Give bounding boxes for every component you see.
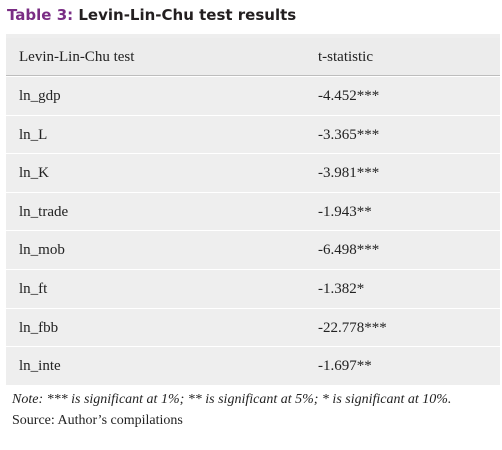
statistic-cell: -3.365*** (318, 126, 380, 143)
table-row: ln_gdp -4.452*** (6, 76, 500, 114)
statistic-cell: -4.452*** (318, 88, 380, 104)
variable-cell: ln_L (19, 126, 48, 143)
variable-cell: ln_ft (19, 281, 48, 297)
table-row: ln_L -3.365*** (6, 114, 500, 153)
table-caption: Table 3: Levin-Lin-Chu test results (7, 6, 296, 24)
table-note: Note: *** is significant at 1%; ** is si… (12, 392, 452, 407)
statistic-cell: -6.498*** (318, 242, 380, 259)
statistic-cell: -3.981*** (318, 165, 380, 182)
column-header: t-statistic (318, 49, 373, 65)
variable-cell: ln_inte (19, 358, 61, 375)
variable-cell: ln_mob (19, 242, 65, 259)
statistic-cell: -1.943** (318, 203, 372, 220)
variable-cell: ln_fbb (19, 319, 59, 336)
caption-title: Levin-Lin-Chu test results (78, 6, 297, 24)
statistic-cell: -1.697** (318, 358, 372, 375)
caption-label: Table 3: (7, 6, 74, 24)
table-row: ln_fbb -22.778*** (6, 307, 500, 346)
table-source: Source: Author’s compilations (12, 413, 183, 428)
variable-cell: ln_K (19, 165, 49, 182)
header-row: Levin-Lin-Chu test t-statistic (6, 38, 500, 76)
table-row: ln_inte -1.697** (6, 346, 500, 384)
table-row: ln_K -3.981*** (6, 153, 500, 191)
variable-cell: ln_gdp (19, 88, 61, 104)
table-row: ln_trade -1.943** (6, 191, 500, 230)
variable-cell: ln_trade (19, 203, 69, 220)
table-row: ln_mob -6.498*** (6, 230, 500, 268)
table-row: ln_ft -1.382* (6, 269, 500, 307)
statistic-cell: -1.382* (318, 281, 365, 297)
column-header: Levin-Lin-Chu test (19, 49, 135, 65)
table: Levin-Lin-Chu test t-statistic ln_gdp -4.45… (6, 34, 500, 385)
statistic-cell: -22.778*** (318, 319, 387, 336)
